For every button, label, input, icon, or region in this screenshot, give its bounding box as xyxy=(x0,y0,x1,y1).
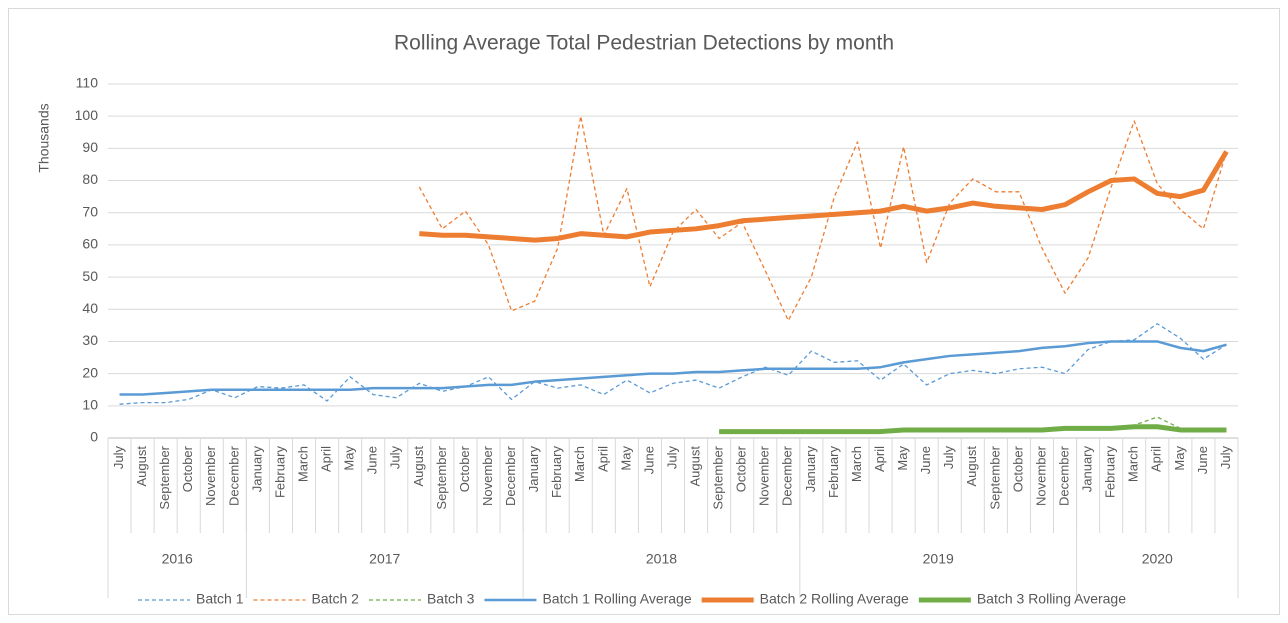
x-tick-label: April xyxy=(595,446,610,472)
x-tick-label: December xyxy=(503,445,518,506)
x-tick-label: February xyxy=(826,446,841,499)
x-tick-label: October xyxy=(734,445,749,492)
x-tick-label: August xyxy=(687,446,702,487)
y-tick-label: 100 xyxy=(75,107,99,123)
x-tick-label: June xyxy=(365,446,380,474)
x-tick-label: May xyxy=(1172,446,1187,471)
legend-label: Batch 2 Rolling Average xyxy=(760,591,909,607)
series-line xyxy=(419,150,1229,243)
x-tick-label: November xyxy=(757,445,772,506)
legend-label: Batch 1 Rolling Average xyxy=(542,591,691,607)
legend-label: Batch 3 Rolling Average xyxy=(977,591,1126,607)
y-tick-label: 30 xyxy=(82,332,98,348)
y-tick-label: 50 xyxy=(82,268,98,284)
y-tick-label: 40 xyxy=(82,300,98,316)
legend-label: Batch 3 xyxy=(427,591,475,607)
x-tick-label: June xyxy=(918,446,933,474)
x-tick-label: March xyxy=(572,446,587,482)
series-line xyxy=(719,424,1227,435)
x-tick-label: July xyxy=(111,446,126,470)
x-tick-label: September xyxy=(157,445,172,509)
group-label: 2020 xyxy=(1142,551,1173,567)
x-tick-label: May xyxy=(342,446,357,471)
series-line xyxy=(418,115,1228,322)
legend-label: Batch 1 xyxy=(196,591,244,607)
x-tick-label: January xyxy=(249,446,264,493)
x-tick-label: October xyxy=(457,445,472,492)
x-tick-label: June xyxy=(1195,446,1210,474)
y-tick-label: 10 xyxy=(82,397,98,413)
x-tick-label: July xyxy=(1218,446,1233,470)
x-tick-label: December xyxy=(226,445,241,506)
x-tick-label: August xyxy=(964,446,979,487)
x-tick-label: September xyxy=(434,445,449,509)
x-tick-label: September xyxy=(987,445,1002,509)
x-tick-label: July xyxy=(664,446,679,470)
y-tick-label: 60 xyxy=(82,236,98,252)
x-tick-label: January xyxy=(803,446,818,493)
y-tick-label: 0 xyxy=(90,429,98,445)
x-tick-label: April xyxy=(319,446,334,472)
x-tick-label: October xyxy=(180,445,195,492)
x-tick-label: July xyxy=(388,446,403,470)
x-tick-label: December xyxy=(1056,445,1071,506)
x-tick-label: November xyxy=(203,445,218,506)
x-tick-label: January xyxy=(1080,446,1095,493)
x-tick-label: May xyxy=(895,446,910,471)
x-tick-label: February xyxy=(272,446,287,499)
x-tick-label: May xyxy=(618,446,633,471)
x-tick-label: November xyxy=(480,445,495,506)
x-tick-label: July xyxy=(941,446,956,470)
chart-border xyxy=(8,8,1280,615)
x-tick-label: April xyxy=(872,446,887,472)
series-line xyxy=(119,323,1227,405)
group-label: 2017 xyxy=(369,551,400,567)
x-tick-label: August xyxy=(134,446,149,487)
group-label: 2016 xyxy=(162,551,193,567)
x-tick-label: August xyxy=(411,446,426,487)
y-tick-label: 70 xyxy=(82,203,98,219)
x-tick-label: February xyxy=(1103,446,1118,499)
y-tick-label: 110 xyxy=(76,75,99,91)
group-label: 2019 xyxy=(923,551,954,567)
chart-title: Rolling Average Total Pedestrian Detecti… xyxy=(394,32,894,55)
x-tick-label: June xyxy=(641,446,656,474)
x-tick-label: September xyxy=(711,445,726,509)
y-tick-label: 90 xyxy=(82,139,98,155)
x-tick-label: January xyxy=(526,446,541,493)
series-line xyxy=(119,340,1227,396)
x-tick-label: March xyxy=(849,446,864,482)
x-tick-label: February xyxy=(549,446,564,499)
x-tick-label: March xyxy=(1126,446,1141,482)
x-tick-label: November xyxy=(1033,445,1048,506)
x-tick-label: April xyxy=(1149,446,1164,472)
x-tick-label: December xyxy=(780,445,795,506)
group-label: 2018 xyxy=(646,551,677,567)
y-tick-label: 80 xyxy=(82,171,98,187)
legend-label: Batch 2 xyxy=(311,591,359,607)
x-tick-label: March xyxy=(295,446,310,482)
x-tick-label: October xyxy=(1010,445,1025,492)
y-tick-label: 20 xyxy=(82,364,98,380)
y-axis-title: Thousands xyxy=(36,103,52,172)
